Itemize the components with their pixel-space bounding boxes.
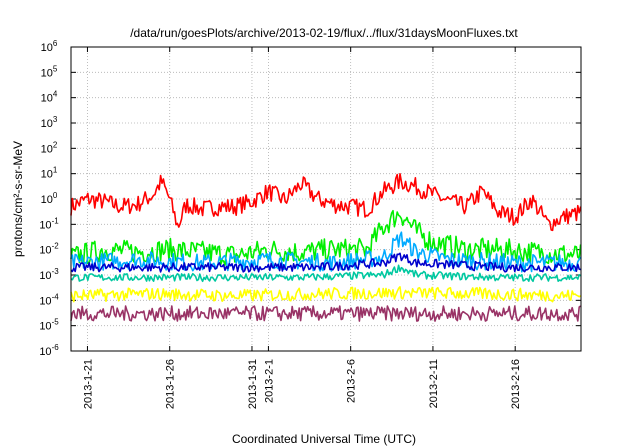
y-tick-exponent: 3 [53,115,58,124]
y-tick-label: 103 [41,115,58,130]
y-tick-exponent: -4 [52,292,60,301]
y-tick-label: 105 [41,64,58,79]
series-line-1 [70,173,582,232]
y-tick-base: 10 [41,42,53,54]
y-tick-label: 10-2 [39,242,59,257]
y-tick-base: 10 [41,194,53,206]
x-tick-label: 2013-2-16 [510,359,522,409]
y-tick-label: 10-5 [39,318,59,333]
plot-frame [70,46,582,352]
x-axis-ticks: 2013-1-21 2013-1-26 2013-1-31 2013-2-1 2013-… [82,47,522,409]
y-tick-label: 104 [41,90,58,105]
y-tick-exponent: 0 [53,191,58,200]
y-tick-exponent: 1 [53,166,58,175]
x-tick-label: 2013-2-6 [346,359,358,403]
x-tick-label: 2013-1-26 [165,359,177,409]
y-tick-base: 10 [41,169,53,181]
y-tick-base: 10 [41,67,53,79]
y-tick-exponent: -5 [52,318,60,327]
series-layer [70,173,582,322]
y-tick-exponent: 5 [53,64,58,73]
y-tick-base: 10 [39,295,51,307]
series-line-7 [70,305,582,322]
y-tick-label: 10-4 [39,292,59,307]
chart-title: /data/run/goesPlots/archive/2013-02-19/f… [130,26,518,40]
series-line-4 [70,252,581,273]
y-tick-label: 10-3 [39,267,59,282]
x-tick-label: 2013-1-31 [247,359,259,409]
y-tick-exponent: -1 [52,216,60,225]
y-tick-base: 10 [39,346,51,358]
y-tick-base: 10 [39,219,51,231]
y-tick-exponent: 4 [53,90,58,99]
y-tick-base: 10 [41,118,53,130]
x-tick-label: 2013-2-11 [428,359,440,408]
series-line-5 [70,264,582,283]
y-tick-exponent: -3 [52,267,60,276]
y-tick-base: 10 [39,270,51,282]
series-line-3 [70,231,582,273]
y-tick-exponent: 2 [53,140,58,149]
y-tick-label: 106 [41,39,58,54]
y-tick-base: 10 [39,321,51,333]
y-tick-label: 101 [41,166,58,181]
x-tick-label: 2013-1-21 [82,359,94,409]
y-tick-exponent: -6 [52,343,60,352]
y-tick-exponent: -2 [52,242,60,251]
x-tick-label: 2013-2-1 [263,359,275,403]
y-axis-ticks: 10-610-510-410-310-210-11001011021031041… [39,39,581,358]
y-tick-base: 10 [39,245,51,257]
y-tick-base: 10 [41,93,53,105]
y-tick-base: 10 [41,143,53,155]
x-axis-label: Coordinated Universal Time (UTC) [232,432,416,446]
y-tick-label: 102 [41,140,58,155]
series-line-6 [70,286,582,303]
y-tick-label: 100 [41,191,58,206]
y-tick-exponent: 6 [53,39,58,48]
y-tick-label: 10-6 [39,343,59,358]
y-tick-label: 10-1 [39,216,59,231]
y-axis-label: protons/cm²-s-sr-MeV [11,141,25,257]
